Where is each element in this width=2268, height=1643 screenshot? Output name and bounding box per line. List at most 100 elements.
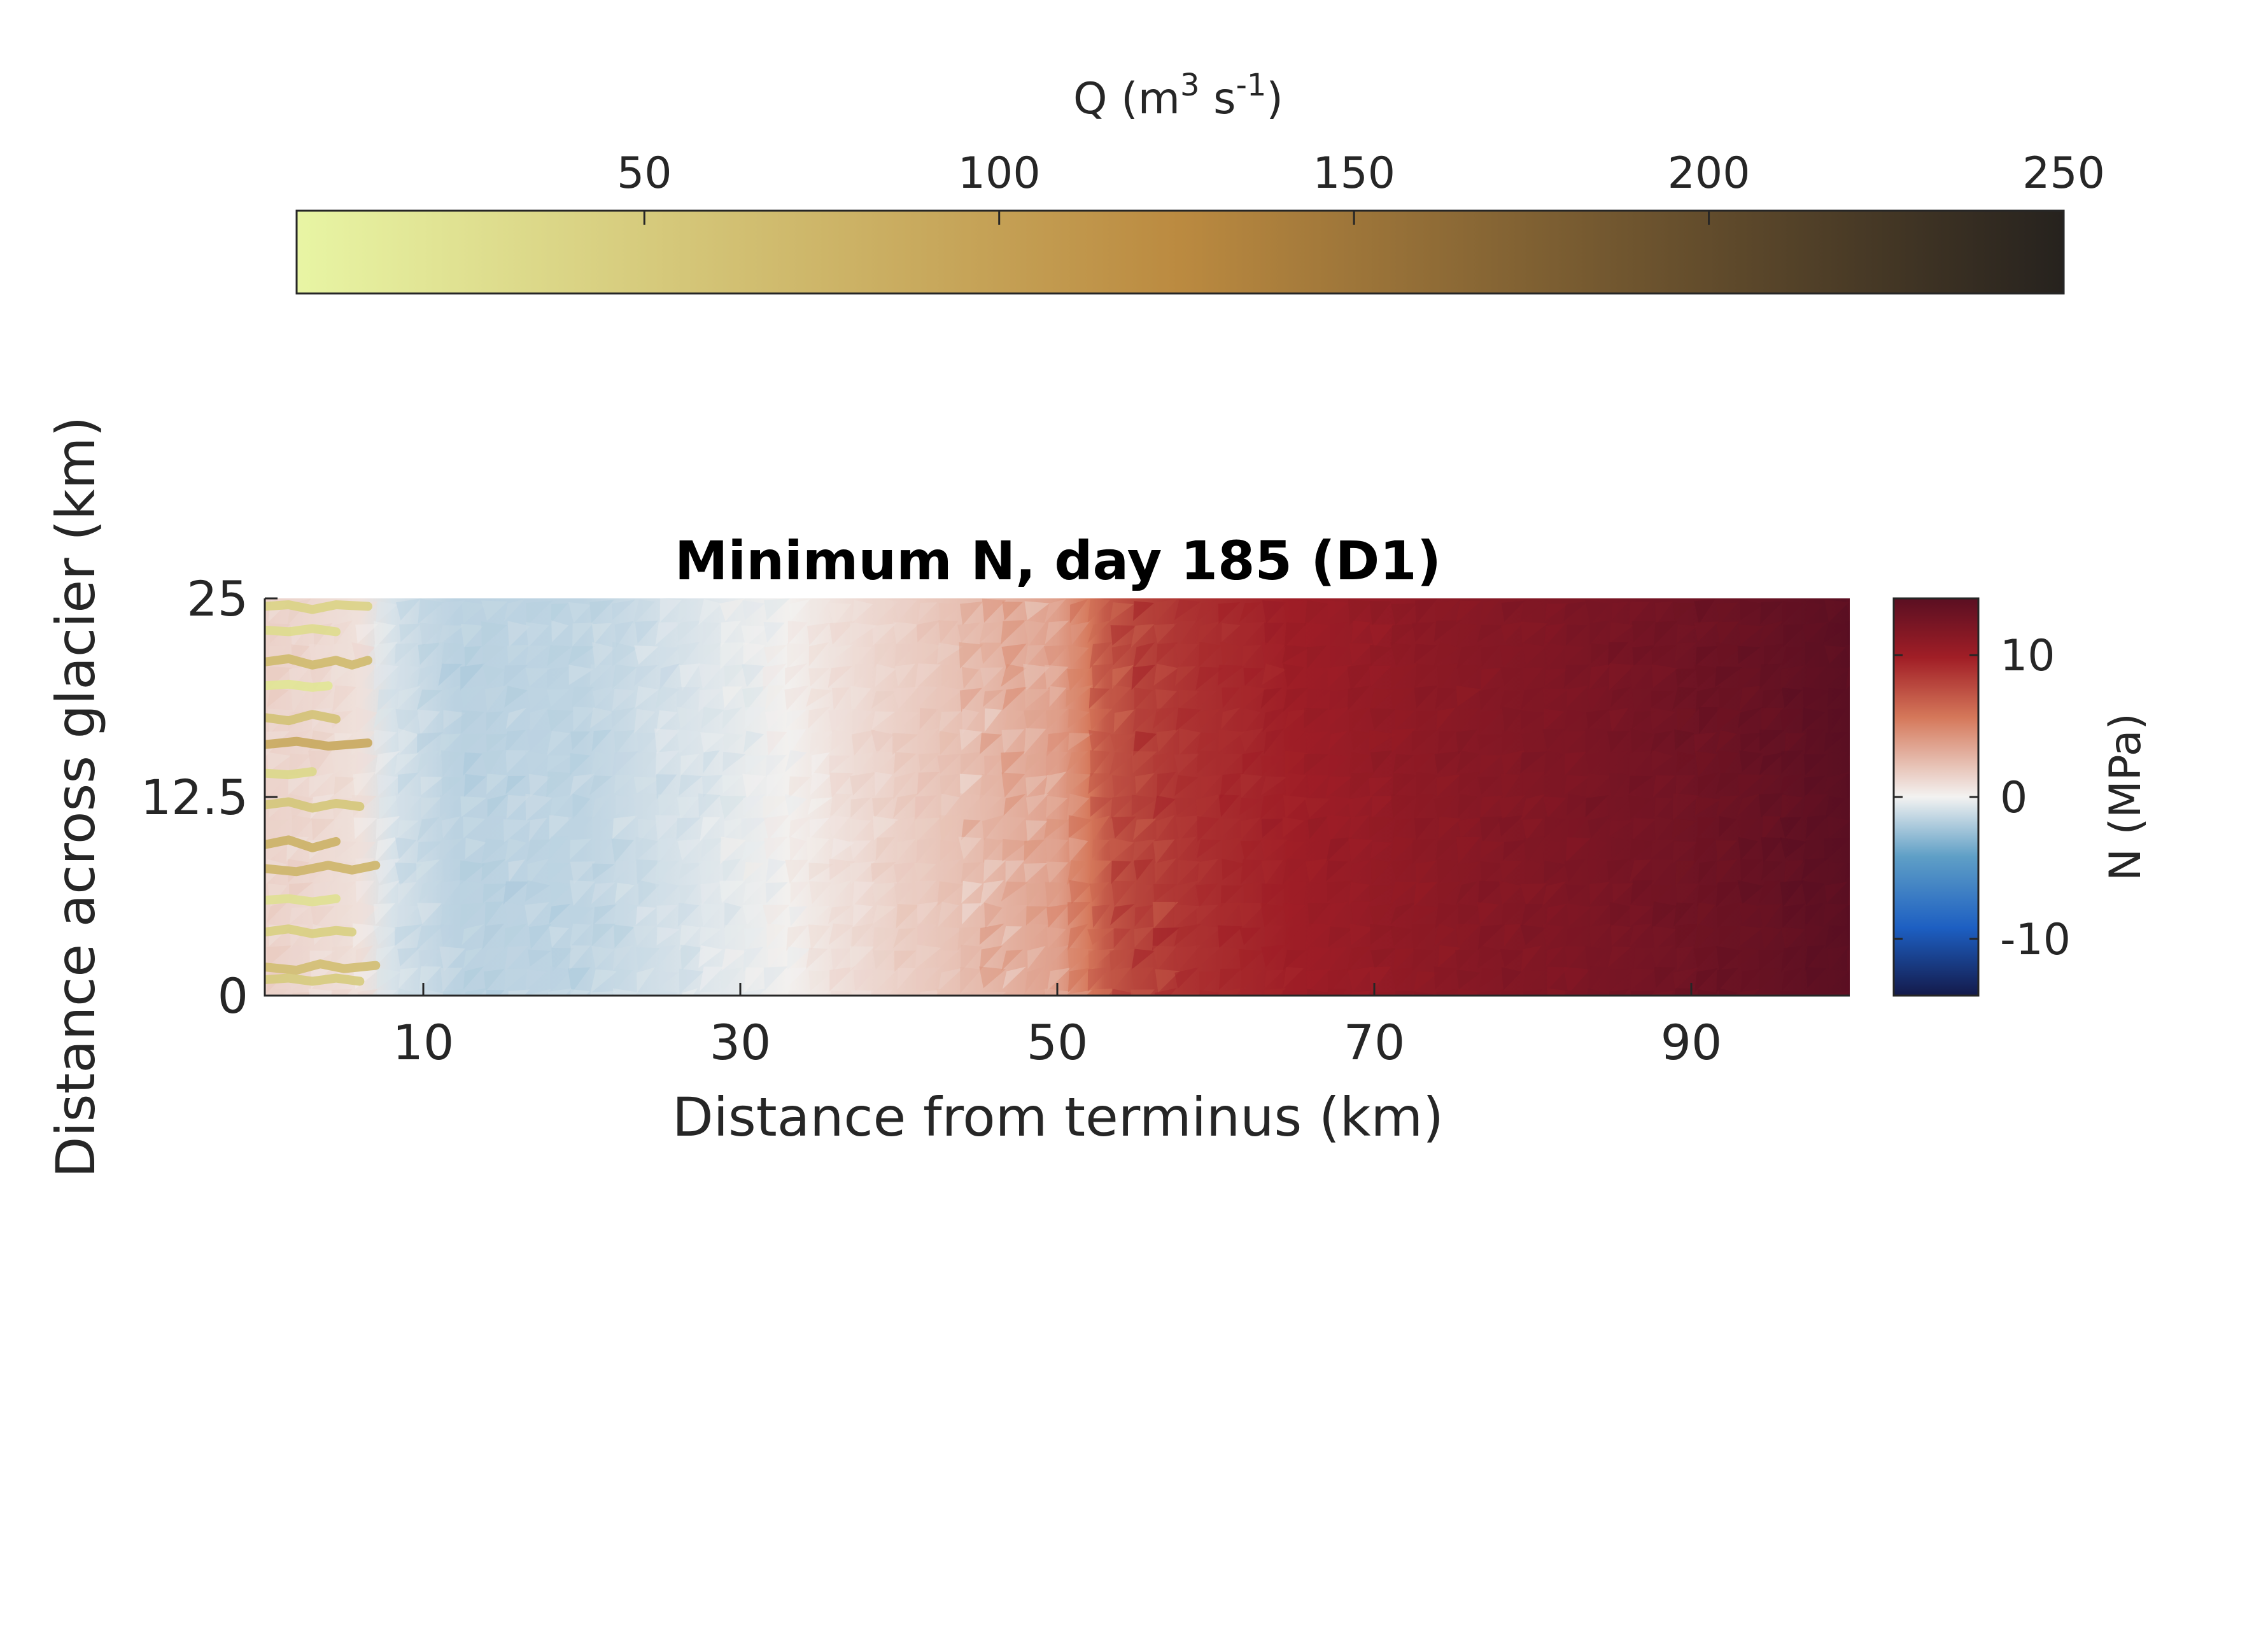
mesh-facet <box>526 840 551 863</box>
mesh-facet <box>1348 686 1370 711</box>
mesh-facet <box>1608 642 1629 666</box>
mesh-facet <box>871 711 896 730</box>
mesh-facet <box>722 751 746 772</box>
mesh-facet <box>1694 968 1718 993</box>
mesh-facet <box>1565 946 1587 970</box>
mesh-facet <box>1458 903 1483 929</box>
mesh-facet <box>1695 686 1721 713</box>
mesh-facet <box>1758 950 1784 971</box>
mesh-facet <box>1304 707 1329 729</box>
mesh-facet <box>787 990 810 996</box>
mesh-facet <box>1438 817 1462 840</box>
mesh-facet <box>1285 709 1309 730</box>
mesh-facet <box>416 750 440 775</box>
mesh-facet <box>677 728 702 754</box>
mesh-facet <box>701 775 723 798</box>
mesh-facet <box>1327 901 1348 927</box>
mesh-facet <box>611 838 634 863</box>
mesh-facet <box>1025 924 1048 947</box>
mesh-facet <box>1240 989 1263 996</box>
mesh-facet <box>591 730 612 752</box>
mesh-facet <box>1739 750 1763 772</box>
mesh-facet <box>1436 989 1459 996</box>
mesh-facet <box>1782 903 1806 929</box>
mesh-facet <box>482 945 508 968</box>
mesh-facet <box>980 773 1003 800</box>
mesh-facet <box>481 859 506 882</box>
mesh-facet <box>1825 796 1845 820</box>
mesh-facet <box>1260 688 1283 709</box>
mesh-facet <box>657 836 679 864</box>
mesh-facet <box>1066 685 1094 707</box>
mesh-facet <box>1067 924 1088 951</box>
x-tick-label: 30 <box>710 1014 771 1071</box>
mesh-facet <box>808 707 831 729</box>
mesh-facet <box>871 989 893 996</box>
mesh-facet <box>353 664 378 689</box>
mesh-facet <box>784 794 807 816</box>
mesh-facet <box>373 925 398 945</box>
mesh-facet <box>1676 624 1698 644</box>
mesh-facet <box>806 688 833 707</box>
mesh-facet <box>637 819 659 843</box>
mesh-facet <box>1654 967 1676 989</box>
mesh-facet <box>1630 665 1654 689</box>
mesh-facet <box>1088 948 1115 971</box>
mesh-facet <box>849 861 875 885</box>
mesh-facet <box>765 882 788 903</box>
mesh-facet <box>1304 622 1329 648</box>
mesh-facet <box>548 836 569 861</box>
mesh-facet <box>416 924 444 950</box>
q-tick-label: 200 <box>1668 148 1750 199</box>
mesh-facet <box>1155 689 1178 712</box>
mesh-facet <box>1067 645 1089 667</box>
mesh-facet <box>1197 839 1221 859</box>
mesh-facet <box>549 794 572 821</box>
mesh-facet <box>1781 927 1806 950</box>
mesh-facet <box>1155 969 1180 992</box>
mesh-facet <box>1763 644 1785 668</box>
mesh-facet <box>719 598 745 622</box>
mesh-facet <box>1845 773 1850 800</box>
mesh-facet <box>979 621 1004 644</box>
mesh-facet <box>980 667 1004 688</box>
mesh-facet <box>1005 860 1025 883</box>
mesh-facet <box>482 924 504 950</box>
mesh-facet <box>894 752 917 774</box>
mesh-facet <box>811 906 830 924</box>
mesh-facet <box>785 709 807 729</box>
mesh-facet <box>1673 902 1694 927</box>
mesh-facet <box>1153 884 1178 902</box>
mesh-facet <box>1326 815 1351 841</box>
mesh-facet <box>659 663 680 690</box>
mesh-facet <box>938 901 959 927</box>
mesh-facet <box>1176 836 1197 859</box>
mesh-facet <box>1780 880 1805 907</box>
mesh-facet <box>1197 859 1219 885</box>
mesh-facet <box>485 990 505 996</box>
mesh-facet <box>656 927 680 946</box>
mesh-facet <box>829 772 854 798</box>
mesh-facet <box>1500 621 1525 642</box>
mesh-facet <box>1652 926 1677 950</box>
mesh-facet <box>677 903 700 927</box>
mesh-facet <box>1349 643 1373 665</box>
mesh-facet <box>525 600 553 626</box>
mesh-facet <box>1046 927 1066 949</box>
mesh-facet <box>1435 688 1456 710</box>
mesh-facet <box>1437 663 1459 691</box>
mesh-facet <box>658 794 680 817</box>
mesh-facet <box>1435 840 1457 861</box>
mesh-facet <box>919 708 938 730</box>
mesh-facet <box>481 600 508 621</box>
mesh-facet <box>742 794 766 816</box>
mesh-facet <box>1239 602 1262 623</box>
mesh-facet <box>377 880 401 904</box>
mesh-facet <box>1327 989 1348 996</box>
mesh-facet <box>438 663 463 686</box>
mesh-facet <box>1111 880 1136 907</box>
mesh-facet <box>1718 687 1742 711</box>
mesh-facet <box>1781 646 1804 667</box>
mesh-facet <box>573 707 596 732</box>
mesh-facet <box>871 691 897 709</box>
